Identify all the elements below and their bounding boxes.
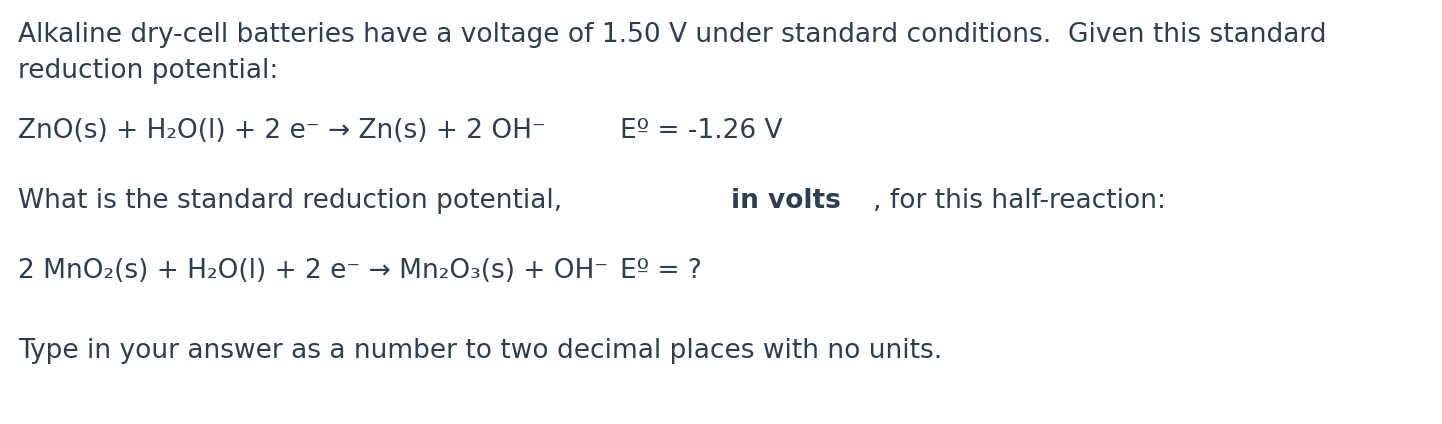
Text: What is the standard reduction potential,: What is the standard reduction potential…: [17, 188, 571, 214]
Text: ZnO(s) + H₂O(l) + 2 e⁻ → Zn(s) + 2 OH⁻: ZnO(s) + H₂O(l) + 2 e⁻ → Zn(s) + 2 OH⁻: [17, 118, 547, 144]
Text: Type in your answer as a number to two decimal places with no units.: Type in your answer as a number to two d…: [17, 338, 942, 364]
Text: Alkaline dry-cell batteries have a voltage of 1.50 V under standard conditions. : Alkaline dry-cell batteries have a volta…: [17, 22, 1327, 48]
Text: Eº = -1.26 V: Eº = -1.26 V: [620, 118, 783, 144]
Text: 2 MnO₂(s) + H₂O(l) + 2 e⁻ → Mn₂O₃(s) + OH⁻: 2 MnO₂(s) + H₂O(l) + 2 e⁻ → Mn₂O₃(s) + O…: [17, 258, 609, 284]
Text: Eº = ?: Eº = ?: [620, 258, 702, 284]
Text: in volts: in volts: [731, 188, 841, 214]
Text: , for this half-reaction:: , for this half-reaction:: [872, 188, 1165, 214]
Text: reduction potential:: reduction potential:: [17, 58, 278, 84]
